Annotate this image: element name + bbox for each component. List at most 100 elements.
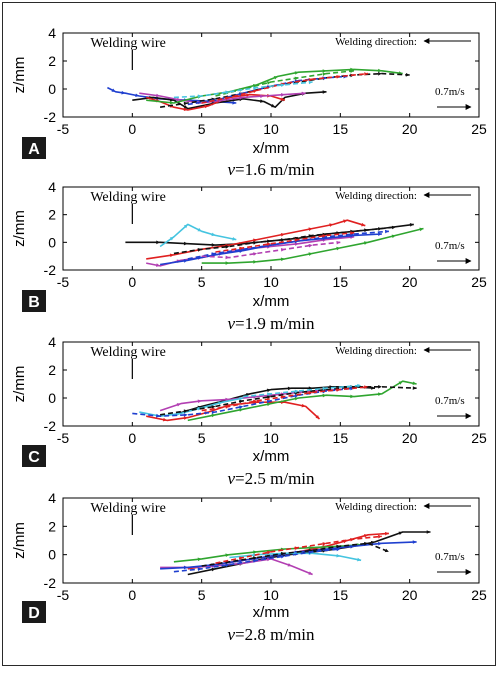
series-point-marker [197, 399, 202, 404]
x-tick-label: 0 [128, 121, 136, 137]
y-tick-label: 4 [48, 25, 56, 41]
x-tick-label: 10 [263, 274, 279, 290]
series-point-marker [239, 408, 244, 412]
series-point-marker [371, 386, 375, 390]
series-point-marker [267, 395, 271, 399]
series-point-marker [294, 76, 299, 81]
series-point-marker [239, 397, 244, 401]
series-point-marker [280, 233, 285, 237]
x-tick-label: 10 [263, 121, 279, 137]
series-point-marker [121, 90, 126, 95]
panel-label: B [28, 294, 40, 311]
series-point-marker [156, 263, 161, 267]
series-line-9 [243, 384, 362, 398]
series-point-marker [363, 534, 369, 538]
series-point-marker [294, 389, 299, 394]
series-point-marker [322, 386, 327, 391]
y-tick-label: -2 [44, 109, 57, 125]
x-tick-label: 20 [402, 121, 418, 137]
series-point-marker [280, 395, 285, 399]
series-point-marker [350, 394, 355, 399]
x-tick-label: 15 [333, 430, 349, 446]
series-point-marker [253, 86, 258, 90]
series-point-marker [239, 405, 244, 409]
series-point-marker [156, 93, 161, 98]
series-point-marker [197, 557, 202, 562]
series-point-marker [266, 81, 271, 85]
series-point-marker [197, 248, 202, 252]
series-point-marker [308, 78, 313, 82]
series-point-marker [378, 232, 382, 236]
series-line-4 [173, 544, 362, 563]
series-point-marker [211, 232, 216, 237]
series-point-marker [253, 399, 258, 404]
y-tick-label: 0 [48, 234, 56, 250]
series-point-marker [266, 388, 271, 393]
x-tick-label: 15 [333, 274, 349, 290]
series-point-marker [357, 557, 362, 562]
welding-wire-label: Welding wire [90, 345, 165, 360]
panel-label-badge [22, 290, 46, 312]
series-point-marker [225, 553, 230, 557]
series-point-marker [336, 388, 341, 392]
series-point-marker [308, 80, 313, 85]
series-line-6 [229, 552, 362, 562]
y-tick-label: 4 [48, 334, 56, 350]
series-point-marker [280, 552, 285, 556]
series-point-marker [364, 385, 369, 389]
series-point-marker [225, 245, 230, 249]
series-point-marker [225, 96, 230, 100]
y-tick-label: -2 [44, 262, 57, 278]
series-line-8 [187, 230, 389, 260]
series-point-marker [211, 413, 216, 418]
series-point-marker [350, 537, 355, 542]
series-line-7 [132, 387, 355, 418]
y-axis-label: z/mm [11, 57, 28, 94]
series-point-marker [176, 412, 181, 416]
chart-panel-b: -5 0 5 10 15 20 25 -2 0 2 4 x/mm z/mm Welding wire Wel… [11, 179, 487, 333]
series-point-marker [239, 399, 244, 404]
series-point-marker [183, 565, 188, 570]
series-point-marker [301, 403, 306, 408]
x-tick-label: 5 [198, 587, 206, 603]
series-point-marker [409, 223, 414, 227]
series-point-marker [176, 403, 181, 407]
series-point-marker [350, 231, 355, 235]
series-point-marker [232, 237, 237, 241]
chart-panel-a: -5 0 5 10 15 20 25 -2 0 2 4 x/mm z/mm Welding wire Wel… [11, 25, 487, 179]
series-point-marker [225, 397, 230, 402]
series-point-marker [211, 405, 216, 409]
x-tick-label: 25 [471, 587, 487, 603]
velocity-scale-label: 0.7m/s [435, 240, 465, 252]
series-point-marker [287, 386, 292, 391]
series-point-marker [308, 571, 313, 575]
speed-caption-value: =1.6 m/min [235, 160, 315, 179]
series-point-marker [378, 392, 382, 396]
series-point-marker [294, 546, 299, 550]
series-point-marker [308, 252, 313, 256]
x-tick-label: 20 [402, 430, 418, 446]
series-point-marker [308, 391, 313, 395]
series-point-marker [287, 563, 292, 567]
series-point-marker [267, 557, 271, 562]
series-point-marker [260, 99, 265, 103]
series-point-marker [336, 246, 341, 251]
panel-label-badge [22, 137, 46, 159]
series-point-marker [378, 68, 382, 73]
velocity-scale-label: 0.7m/s [435, 551, 465, 563]
series-point-marker [426, 530, 431, 534]
series-point-marker [364, 72, 369, 76]
series-point-marker [239, 246, 244, 251]
y-tick-label: -2 [44, 418, 57, 434]
series-point-marker [232, 100, 237, 105]
series-point-marker [322, 542, 327, 546]
series-point-marker [419, 227, 424, 232]
series-point-marker [156, 240, 161, 245]
series-line-10 [201, 241, 341, 259]
x-tick-label: 25 [471, 274, 487, 290]
speed-caption-symbol: v [227, 625, 235, 644]
series-point-marker [405, 73, 410, 77]
series-point-marker [204, 104, 209, 109]
series-point-marker [135, 93, 140, 97]
series-point-marker [183, 413, 188, 417]
